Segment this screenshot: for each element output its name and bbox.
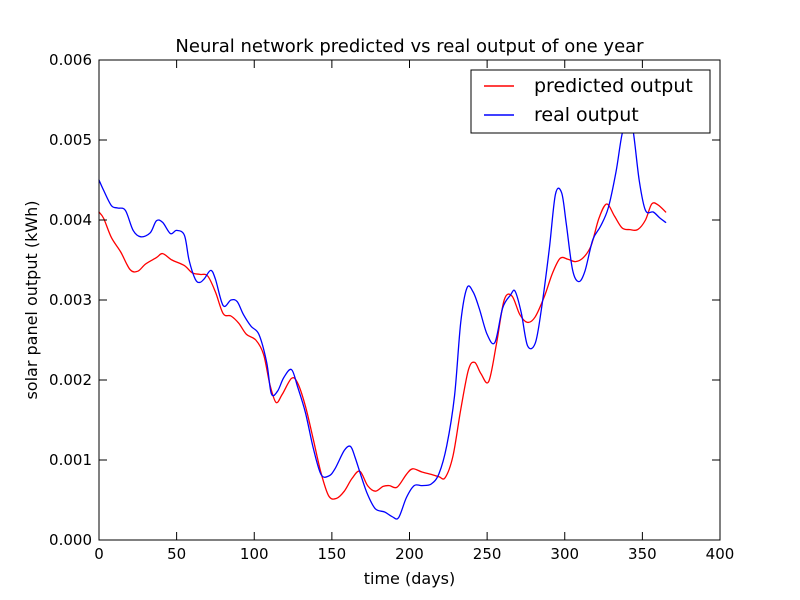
x-tick-label: 0 xyxy=(94,545,104,563)
y-tick-label: 0.005 xyxy=(49,131,92,149)
legend-label-predicted: predicted output xyxy=(534,75,693,97)
x-tick-label: 250 xyxy=(473,545,502,563)
x-tick-label: 400 xyxy=(706,545,735,563)
y-tick-label: 0.003 xyxy=(49,291,92,309)
y-axis-label: solar panel output (kWh) xyxy=(22,200,41,399)
legend: predicted output real output xyxy=(470,69,711,134)
x-tick-label: 50 xyxy=(167,545,186,563)
chart-title: Neural network predicted vs real output … xyxy=(175,36,644,57)
x-tick-label: 350 xyxy=(628,545,657,563)
x-tick-label: 150 xyxy=(318,545,347,563)
y-tick-label: 0.006 xyxy=(49,51,92,69)
series-layer xyxy=(98,117,667,520)
series-line-predicted-output xyxy=(98,202,667,500)
series-line-real-output xyxy=(98,117,667,520)
x-axis-label: time (days) xyxy=(364,569,455,588)
y-tick-label: 0.004 xyxy=(49,211,92,229)
y-tick-label: 0.001 xyxy=(49,451,92,469)
legend-box xyxy=(470,69,711,134)
y-tick-label: 0.000 xyxy=(49,531,92,549)
x-tick-label: 100 xyxy=(240,545,269,563)
x-tick-label: 200 xyxy=(395,545,424,563)
x-tick-label: 300 xyxy=(550,545,579,563)
legend-label-real: real output xyxy=(534,104,639,126)
ticks-layer: 0 50 100 150 200 250 300 350 400 0.000 0.001 0.002 0… xyxy=(49,51,734,563)
y-tick-label: 0.002 xyxy=(49,371,92,389)
